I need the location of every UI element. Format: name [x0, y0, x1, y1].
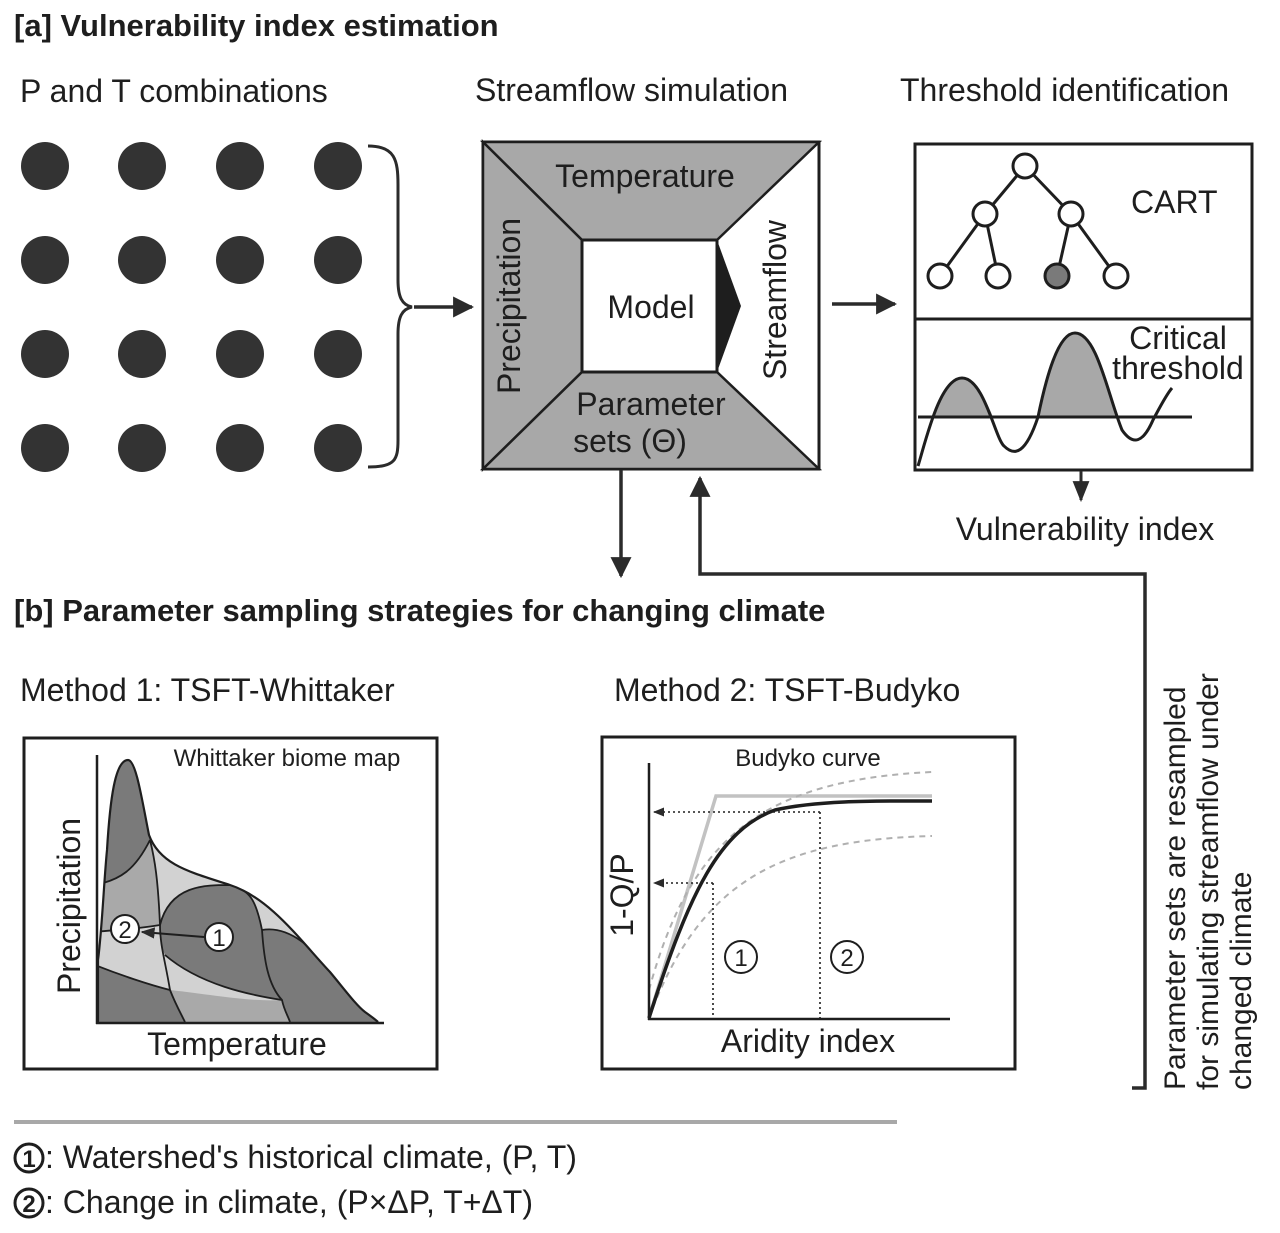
whittaker-shift-arrow [140, 927, 205, 939]
temperature-label: Temperature [555, 158, 735, 194]
biome-mid-left [98, 840, 160, 932]
whittaker-marker-2 [110, 914, 140, 944]
pt-combination-dot [314, 236, 362, 284]
cart-node [1057, 200, 1085, 228]
legend-item-1: : Watershed's historical climate, (P, T) [45, 1139, 577, 1175]
cart-node [971, 200, 999, 228]
budyko-xlabel: Aridity index [721, 1023, 895, 1059]
model-output-wedge [717, 240, 741, 372]
whittaker-marker-1-label: 1 [212, 925, 225, 952]
pt-combination-dot [216, 424, 264, 472]
budyko-curve-label: Budyko curve [735, 745, 880, 772]
critical-threshold-line1: Critical [1129, 320, 1227, 356]
model-core [580, 238, 719, 374]
whittaker-ylabel: Precipitation [51, 818, 87, 994]
cart-label: CART [1131, 184, 1218, 220]
budyko-marker-2-label: 2 [840, 945, 853, 972]
exceedance-area-2 [1038, 333, 1117, 417]
budyko-marker-1 [724, 940, 758, 974]
side-note-line2: for simulating streamflow under [1192, 673, 1225, 1090]
biome-mid-bottom [170, 990, 290, 1022]
side-note: Parameter sets are resampled for simulat… [1159, 673, 1258, 1090]
pt-combination-dot [216, 236, 264, 284]
whittaker-marker-2-label: 2 [118, 917, 131, 944]
budyko-lower-bound [648, 835, 933, 1019]
legend-marker-2-label: 2 [22, 1191, 35, 1218]
legend-marker-2 [13, 1187, 45, 1219]
streamflow-wave [916, 331, 1174, 467]
cart-leaf-highlighted [1043, 262, 1071, 290]
pt-combination-dot [314, 142, 362, 190]
cart-leaf [984, 262, 1012, 290]
section-b-heading: [b] Parameter sampling strategies for ch… [14, 593, 825, 628]
legend-marker-1-label: 1 [22, 1146, 35, 1173]
pt-combination-dot [216, 142, 264, 190]
method2-title: Method 2: TSFT-Budyko [614, 672, 960, 708]
whittaker-outline [96, 758, 379, 1023]
whittaker-map-label: Whittaker biome map [174, 745, 401, 772]
pt-combination-dot [118, 424, 166, 472]
pt-combinations-title: P and T combinations [20, 73, 328, 109]
parameter-label-line1: Parameter [576, 386, 726, 422]
model-label: Model [607, 289, 694, 325]
pt-combination-dot [21, 424, 69, 472]
biome-dark-right [262, 929, 378, 1022]
precipitation-label: Precipitation [491, 218, 527, 394]
side-note-line3: changed climate [1225, 872, 1258, 1090]
parameter-label-line2: sets (Θ) [573, 423, 687, 459]
budyko-limit-line [647, 794, 932, 1019]
pt-combination-dot [21, 142, 69, 190]
cart-tree [926, 152, 1130, 290]
resample-feedback-line [689, 475, 1147, 1090]
legend-item-2: : Change in climate, (P×ΔP, T+ΔT) [45, 1184, 533, 1220]
pt-combination-dot [118, 236, 166, 284]
cart-leaf [1102, 262, 1130, 290]
pt-combination-dot [118, 142, 166, 190]
pt-combination-dot [314, 330, 362, 378]
budyko-ylabel: 1-Q/P [604, 853, 640, 937]
budyko-marker-2 [830, 940, 864, 974]
pt-dot-grid [21, 142, 362, 472]
whittaker-marker-1 [204, 922, 234, 952]
cart-leaf [926, 262, 954, 290]
model-box [479, 139, 823, 472]
threshold-plot [916, 331, 1192, 467]
vulnerability-index-label: Vulnerability index [956, 511, 1215, 547]
method1-title: Method 1: TSFT-Whittaker [20, 672, 395, 708]
whittaker-xlabel: Temperature [147, 1026, 327, 1062]
pt-combination-dot [216, 330, 264, 378]
budyko-marker-1-label: 1 [734, 945, 747, 972]
pt-combination-dot [314, 424, 362, 472]
streamflow-simulation-title: Streamflow simulation [475, 72, 788, 108]
pt-combination-dot [21, 236, 69, 284]
budyko-curve [647, 799, 933, 1019]
curly-brace [367, 144, 413, 469]
section-a-heading: [a] Vulnerability index estimation [14, 8, 499, 43]
biome-dark-bottom [98, 965, 185, 1022]
budyko-plot [647, 771, 933, 1019]
cart-root-node [1011, 152, 1039, 180]
pt-combination-dot [21, 330, 69, 378]
critical-threshold-line2: threshold [1112, 350, 1244, 386]
legend-marker-1 [13, 1142, 45, 1174]
threshold-identification-title: Threshold identification [900, 72, 1229, 108]
streamflow-label: Streamflow [757, 219, 793, 380]
pt-combination-dot [118, 330, 166, 378]
side-note-line1: Parameter sets are resampled [1159, 686, 1192, 1090]
